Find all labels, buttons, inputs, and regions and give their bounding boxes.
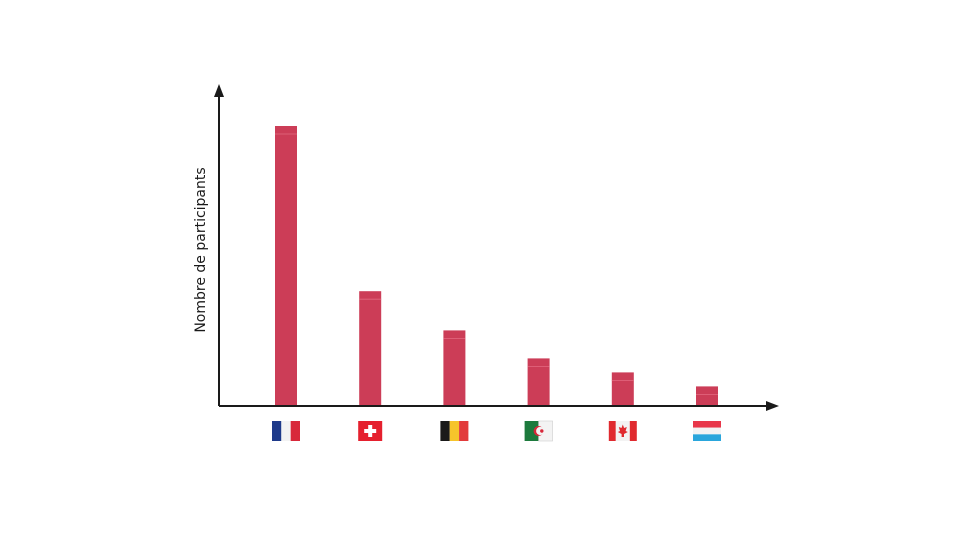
flag-switzerland-icon: [358, 421, 383, 441]
bar-belgium: [443, 330, 466, 406]
flag-canada-icon: [608, 421, 637, 441]
flag-france-icon: [272, 421, 300, 441]
bar-switzerland: [359, 291, 382, 406]
flag-luxembourg-icon: [693, 421, 721, 441]
bar-canada: [611, 372, 634, 406]
y-axis-label: Nombre de participants: [193, 167, 209, 332]
flag-algeria-icon: [524, 420, 553, 442]
flag-belgium-icon: [440, 421, 469, 441]
bar-luxembourg: [696, 386, 718, 406]
x-axis-arrow: [766, 401, 779, 411]
bar-france: [275, 126, 297, 406]
x-tick-flags: [272, 420, 721, 442]
bars-group: [275, 126, 718, 406]
y-axis-arrow: [214, 84, 224, 97]
bar-algeria: [527, 358, 550, 406]
